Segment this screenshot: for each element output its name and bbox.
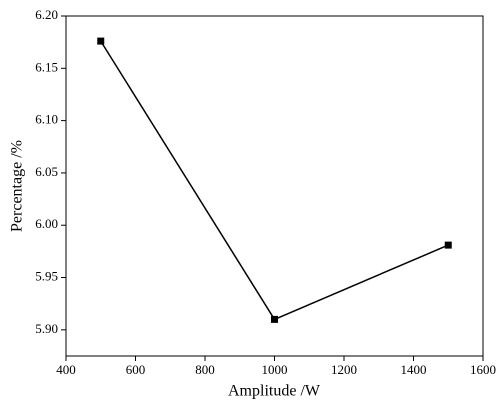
x-axis-label: Amplitude /W [228,383,321,400]
marker [271,315,278,323]
marker [97,37,105,45]
line [100,40,449,321]
y-tick-label: 6.10 [35,112,58,127]
marker [444,241,452,249]
y-tick-label: 5.95 [35,269,58,284]
x-tick-label: 1200 [331,362,357,377]
x-tick-label: 1600 [470,362,496,377]
plot-frame [65,15,484,357]
x-tick-label: 400 [56,362,76,377]
y-tick-label: 6.15 [35,59,58,74]
y-tick-label: 6.00 [35,216,58,231]
x-tick-label: 1400 [401,362,427,377]
y-tick-label: 6.20 [35,7,58,22]
y-tick-label: 6.05 [35,164,58,179]
x-tick-label: 800 [195,362,215,377]
y-axis-label: Percentage /% [9,140,26,232]
x-tick-label: 600 [126,362,146,377]
x-tick-label: 1000 [262,362,288,377]
y-tick-label: 5.90 [35,321,58,336]
